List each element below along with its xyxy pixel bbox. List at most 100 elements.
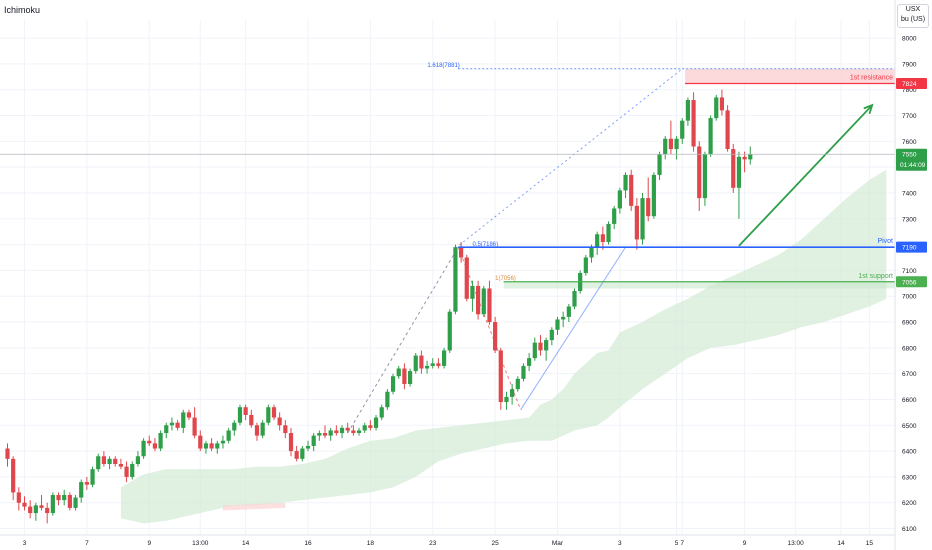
candle-body: [96, 456, 101, 470]
candle-body: [283, 425, 288, 434]
candle-body: [510, 389, 515, 397]
candle-body: [232, 422, 237, 431]
candle-body: [527, 358, 532, 366]
candle-body: [266, 407, 271, 423]
currency-unit: bu (US): [900, 16, 926, 23]
candle-body: [260, 422, 265, 436]
candle-body: [249, 414, 254, 426]
candle-body: [322, 433, 328, 436]
candle-body: [515, 378, 520, 390]
currency-code: USX: [905, 6, 921, 13]
price-tick-label: 6100: [902, 526, 917, 533]
candle-body: [668, 138, 673, 150]
candle-body: [237, 407, 243, 423]
candle-body: [719, 97, 725, 111]
projection-arrow-head: [863, 103, 874, 115]
indicator-name[interactable]: Ichimoku: [4, 5, 41, 15]
time-tick-label: 7: [680, 540, 684, 547]
candle-body: [356, 430, 362, 434]
candle-body: [198, 435, 203, 449]
currency-badge[interactable]: USX bu (US): [897, 4, 929, 28]
candle-body: [79, 482, 84, 498]
candle-body: [62, 494, 67, 501]
candle-body: [73, 497, 78, 508]
candle-body: [39, 505, 44, 508]
candle-body: [362, 425, 367, 431]
level-zones: [503, 69, 895, 289]
time-tick-label: 9: [743, 540, 747, 547]
candle-body: [28, 506, 33, 514]
candle-body: [101, 456, 106, 465]
time-tick-label: 15: [866, 540, 874, 547]
candle-body: [561, 316, 566, 320]
candle-body: [243, 407, 248, 415]
cloud-band: [120, 169, 887, 524]
price-tick-label: 6400: [902, 449, 917, 456]
candle-body: [192, 417, 197, 436]
candle-body: [572, 291, 577, 307]
time-tick-label: 16: [304, 540, 312, 547]
candle-body: [657, 154, 662, 175]
candle-body: [339, 427, 345, 434]
time-axis[interactable]: 3 7 9 13:00 14 16 18 23 25 Mar 3 5 7 9 13:00 14 15: [0, 534, 895, 547]
price-tick-label: 7900: [902, 61, 917, 68]
support-price-value: 7056: [902, 279, 917, 286]
candle-body: [436, 363, 441, 366]
candle-body: [124, 466, 129, 477]
candle-body: [544, 340, 549, 351]
price-axis[interactable]: 8000790078007700760075007400730072007100…: [894, 0, 927, 550]
candle-body: [663, 138, 668, 155]
candle-body: [453, 247, 458, 312]
candle-body: [203, 443, 209, 449]
candle-body: [33, 505, 38, 514]
candle-body: [532, 342, 537, 359]
candle-body: [725, 110, 730, 150]
time-tick-label: 3: [23, 540, 27, 547]
candle-body: [697, 146, 702, 199]
candle-body: [67, 494, 72, 508]
candle-body: [498, 350, 503, 403]
candle-body: [600, 234, 605, 243]
candle-body: [294, 451, 299, 459]
candle-body: [623, 174, 628, 191]
grid-lines: [0, 20, 895, 535]
retrace-dashed-line: [457, 246, 522, 410]
candle-body: [22, 502, 27, 507]
time-tick-label: 7: [85, 540, 89, 547]
candle-body: [271, 407, 277, 418]
time-tick-label: Mar: [552, 540, 564, 547]
time-tick-label: 18: [367, 540, 375, 547]
candle-body: [141, 440, 146, 457]
price-tick-label: 6700: [902, 371, 917, 378]
candle-body: [617, 190, 622, 209]
resistance-label: 1st resistance: [850, 75, 893, 82]
fibonacci-lines: 1.618(7881) 0.5(7186) 1(7056): [347, 63, 895, 434]
candle-body: [16, 492, 21, 503]
resistance-price-badge: [896, 78, 927, 90]
resistance-price-value: 7824: [902, 81, 917, 88]
candle-body: [368, 425, 373, 428]
current-price-value: 7550: [902, 152, 917, 159]
time-tick-label: 14: [242, 540, 250, 547]
time-tick-label: 5: [675, 540, 679, 547]
candle-body: [441, 350, 447, 366]
candle-body: [680, 120, 685, 139]
ichimoku-cloud: [120, 169, 887, 524]
candle-body: [634, 205, 639, 240]
candle-body: [385, 391, 390, 408]
candle-body: [305, 445, 311, 449]
pivot-price-value: 7190: [902, 245, 917, 252]
candle-body: [288, 433, 294, 452]
candle-body: [311, 435, 316, 446]
resistance-zone: [685, 69, 895, 84]
candle-body: [56, 494, 61, 501]
candle-body: [220, 440, 226, 444]
candle-body: [424, 365, 430, 369]
candle-body: [447, 311, 452, 351]
candle-body: [413, 355, 418, 372]
price-tick-label: 6200: [902, 500, 917, 507]
candle-body: [629, 174, 634, 206]
candle-body: [476, 285, 481, 315]
price-tick-label: 7800: [902, 87, 917, 94]
